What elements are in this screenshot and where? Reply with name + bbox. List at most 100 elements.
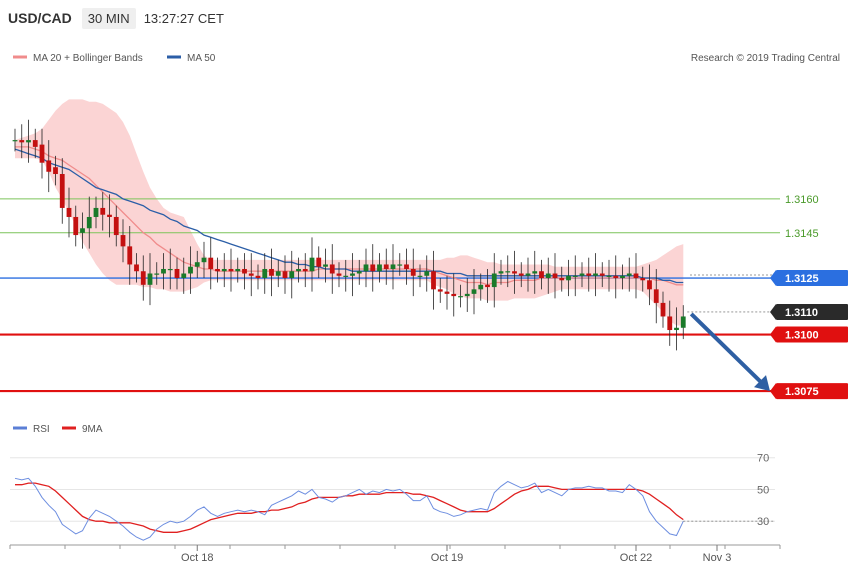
candle [282,255,288,294]
candle [53,155,58,186]
candle-body [518,273,524,276]
candle [593,253,598,297]
candle [336,262,342,288]
candle [552,253,558,299]
candle-body [154,273,160,275]
candle-body [491,273,497,288]
candle [417,264,423,288]
candle [660,291,666,328]
candle [181,257,187,294]
candle-body [86,216,92,229]
candle [154,262,160,285]
candle [215,257,220,283]
candle-body [620,275,625,279]
candle-body [545,273,551,279]
candle [289,250,295,299]
candle-body [498,271,504,274]
candle-body [424,271,430,276]
candle-body [194,262,200,267]
candle [302,253,308,288]
time-label: 13:27:27 CET [143,10,224,26]
candle-body [201,257,207,263]
candle [485,268,490,303]
candle-body [370,264,376,272]
candle-body [586,273,592,276]
level-label-2: 1.3125 [785,273,819,285]
candle-body [451,293,457,297]
x-axis: Oct 18 Oct 19 Oct 22 Nov 3 [9,544,781,564]
level-label-1: 1.3145 [785,228,819,240]
candle [174,257,180,290]
candle [370,244,376,292]
candle-body [599,273,605,276]
candle-body [390,264,396,269]
candle-body [559,278,565,281]
rsi-tick-label-2: 70 [757,453,769,465]
candle-body [53,167,58,175]
candle [579,262,585,288]
moving-averages [14,146,684,286]
candle [107,194,112,238]
candle-body [32,140,38,147]
candle-body [539,271,544,279]
candle-body [208,257,214,269]
candle-body [566,275,571,281]
candle-body [134,264,139,272]
candle-body [680,316,686,328]
candle-body [626,273,632,276]
legend-ma20-label: MA 20 + Bollinger Bands [33,53,143,64]
candle-body [73,216,79,236]
candle [73,205,79,247]
candle-body [532,271,538,274]
candle [404,248,409,285]
candle-body [323,264,328,267]
candle-body [356,271,362,274]
candle-body [127,246,133,265]
candle [242,253,247,290]
level-tag-4 [776,383,848,400]
candle-body [444,291,450,294]
chart-header: USD/CAD 30 MIN 13:27:27 CET [8,6,224,30]
candle [397,253,403,276]
candle-body [46,160,52,172]
ma50-line [14,148,684,284]
candle [46,140,52,193]
symbol-label: USD/CAD [8,10,72,26]
rsi-legend: RSI 9MA [13,424,103,435]
candle-body [458,296,463,298]
candle [127,226,133,285]
candle [525,257,531,292]
candle-body [120,235,126,247]
candle-body [613,275,619,279]
candle-body [397,264,403,266]
level-label-3: 1.3100 [785,330,819,342]
candle [424,255,430,292]
candle-body [464,293,470,297]
candle [444,275,450,310]
candle-body [59,174,65,208]
candle-body [404,264,409,269]
candle [377,253,382,283]
candle [640,266,646,292]
rsi-9ma-line [15,482,684,533]
candle [498,259,504,285]
timeframe-badge[interactable]: 30 MIN [81,7,136,29]
level-tag-arrow-2 [770,270,776,287]
candle-body [302,268,308,272]
candle [478,273,484,301]
candle-body [26,140,31,143]
candle-body [647,280,652,290]
candle [147,253,153,306]
candle-body [66,207,72,217]
candle-body [350,273,355,276]
candle-body [167,268,173,271]
legend-rsi-label: RSI [33,424,50,435]
candle [19,124,25,159]
candle [208,237,214,290]
candle-body [107,214,112,217]
candle-body [437,289,443,292]
candle [120,219,126,263]
candle [329,244,335,294]
candle-body [296,268,301,272]
candle-body [289,271,295,279]
